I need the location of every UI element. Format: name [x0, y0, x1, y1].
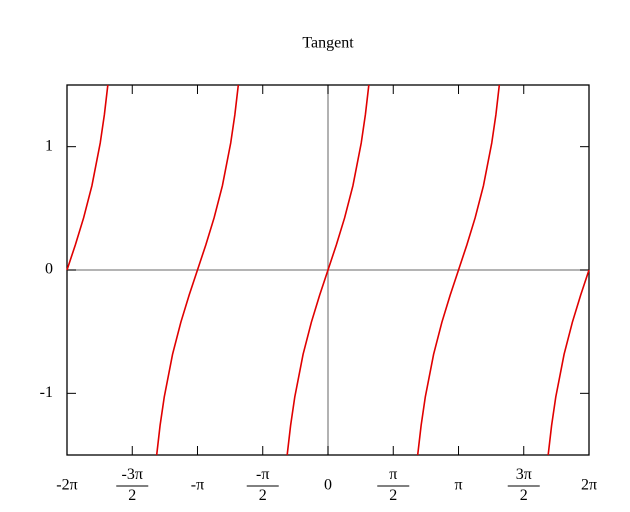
curve: [155, 84, 240, 456]
chart-title: Tangent: [302, 35, 354, 52]
x-tick-label: -π 2: [256, 466, 269, 504]
curve: [547, 269, 590, 456]
curve: [66, 84, 109, 271]
x-tick-label: -2π: [56, 477, 77, 494]
curve: [286, 84, 370, 456]
y-tick-label: -1: [40, 384, 53, 401]
x-tick-label: 3π 2: [516, 466, 532, 504]
y-tick-label: 0: [45, 261, 53, 278]
x-tick-label: 2π: [581, 477, 597, 494]
curve: [416, 84, 501, 456]
x-tick-label: π: [454, 477, 462, 494]
x-tick-label: -π: [191, 477, 204, 494]
x-tick-label: 0: [324, 477, 332, 494]
y-tick-label: 1: [45, 137, 53, 154]
x-tick-label: -3π 2: [122, 466, 143, 504]
